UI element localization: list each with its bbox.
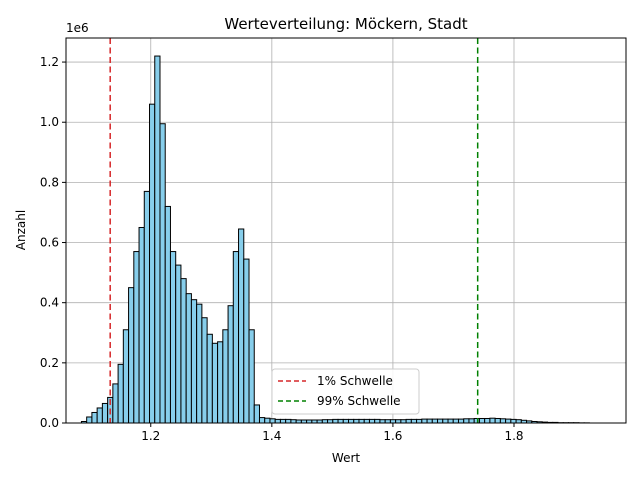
histogram-bar: [457, 418, 465, 424]
histogram-bar: [353, 418, 360, 424]
histogram-bar: [452, 418, 459, 424]
histogram-bar: [463, 418, 470, 424]
histogram-bar: [169, 251, 177, 424]
histogram-bar: [238, 228, 245, 424]
histogram-bar: [258, 417, 266, 424]
histogram-bar: [363, 418, 370, 424]
histogram-bar: [368, 418, 376, 424]
y-tick-label: 0.6: [40, 236, 59, 250]
legend-label-99pct: 99% Schwelle: [317, 394, 401, 408]
histogram-bar: [101, 402, 109, 424]
histogram-bar: [133, 251, 140, 424]
x-axis-ticks: 1.2 1.4 1.6 1.8: [141, 423, 524, 443]
histogram-bar: [489, 417, 496, 424]
legend-label-1pct: 1% Schwelle: [317, 374, 393, 388]
histogram-bar: [410, 418, 418, 424]
histogram-bar: [175, 264, 182, 424]
histogram-bar: [222, 329, 229, 424]
histogram-bar: [91, 411, 98, 424]
histogram-bar: [201, 317, 208, 424]
histogram-bar: [473, 417, 480, 424]
histogram-bar: [279, 418, 287, 424]
x-tick-label: 1.6: [383, 429, 402, 443]
histogram-bar: [494, 417, 501, 424]
histogram-bar: [86, 416, 93, 424]
threshold-lines: [109, 38, 479, 423]
y-axis-ticks: 0.0 0.2 0.4 0.6 0.8 1.0 1.2: [40, 55, 66, 430]
x-axis-label: Wert: [332, 451, 360, 465]
histogram-bar: [499, 418, 507, 424]
histogram-bar: [211, 342, 219, 424]
x-tick-label: 1.4: [262, 429, 281, 443]
histogram-bar: [138, 226, 145, 424]
histogram-bar: [159, 123, 166, 424]
histogram-bar: [243, 258, 250, 424]
histogram-bar: [190, 299, 198, 424]
y-tick-label: 0.0: [40, 416, 59, 430]
histogram-bar: [348, 418, 355, 424]
histogram-bar: [468, 418, 475, 424]
y-tick-label: 0.4: [40, 296, 59, 310]
histogram-bar: [437, 418, 444, 424]
histogram-bar: [264, 417, 271, 424]
y-offset-label: 1e6: [66, 21, 89, 35]
histogram-bar: [143, 190, 151, 424]
histogram-bar: [374, 418, 381, 424]
histogram-bar: [128, 287, 135, 424]
y-tick-label: 0.8: [40, 175, 59, 189]
histogram-bar: [505, 418, 512, 424]
histogram-bar: [117, 363, 124, 424]
histogram-bar: [337, 418, 344, 424]
histogram-bar: [217, 341, 224, 424]
histogram-bar: [248, 329, 255, 424]
histogram-bar: [431, 418, 439, 424]
histogram-bar: [232, 251, 240, 424]
histogram-bar: [196, 303, 203, 424]
y-tick-label: 1.0: [40, 115, 59, 129]
histogram-bar: [154, 55, 161, 424]
histogram-bar: [426, 418, 433, 424]
histogram-bar: [342, 418, 350, 424]
histogram-bar: [285, 418, 292, 424]
y-tick-label: 1.2: [40, 55, 59, 69]
y-tick-label: 0.2: [40, 356, 59, 370]
histogram-bar: [405, 418, 412, 424]
histogram-bar: [180, 278, 187, 424]
histogram-bar: [253, 404, 260, 424]
histogram-bar: [227, 305, 234, 424]
histogram-bar: [269, 418, 276, 424]
histogram-bar: [421, 418, 428, 424]
histogram-bar: [442, 418, 449, 424]
histogram-bar: [358, 418, 365, 424]
histogram-bar: [478, 417, 486, 424]
histogram-bar: [206, 333, 213, 424]
histogram-bar: [112, 383, 119, 424]
histogram-bar: [185, 293, 192, 424]
y-axis-label: Anzahl: [14, 210, 28, 250]
histogram-bar: [416, 418, 423, 424]
plot-frame: [65, 37, 627, 424]
legend-box: [271, 368, 420, 415]
histogram-bar: [332, 418, 339, 424]
histogram-bar: [96, 407, 103, 424]
x-tick-label: 1.8: [504, 429, 523, 443]
histogram-bar: [164, 205, 171, 424]
histogram-bar: [510, 418, 517, 424]
histogram-bar: [274, 418, 281, 424]
histogram-bar: [484, 417, 491, 424]
legend: 1% Schwelle 99% Schwelle: [271, 368, 420, 415]
histogram-bar: [447, 418, 454, 424]
histogram-bar: [149, 103, 156, 424]
histogram-bar: [122, 329, 130, 424]
chart-title: Werteverteilung: Möckern, Stadt: [224, 15, 467, 33]
x-tick-label: 1.2: [141, 429, 160, 443]
